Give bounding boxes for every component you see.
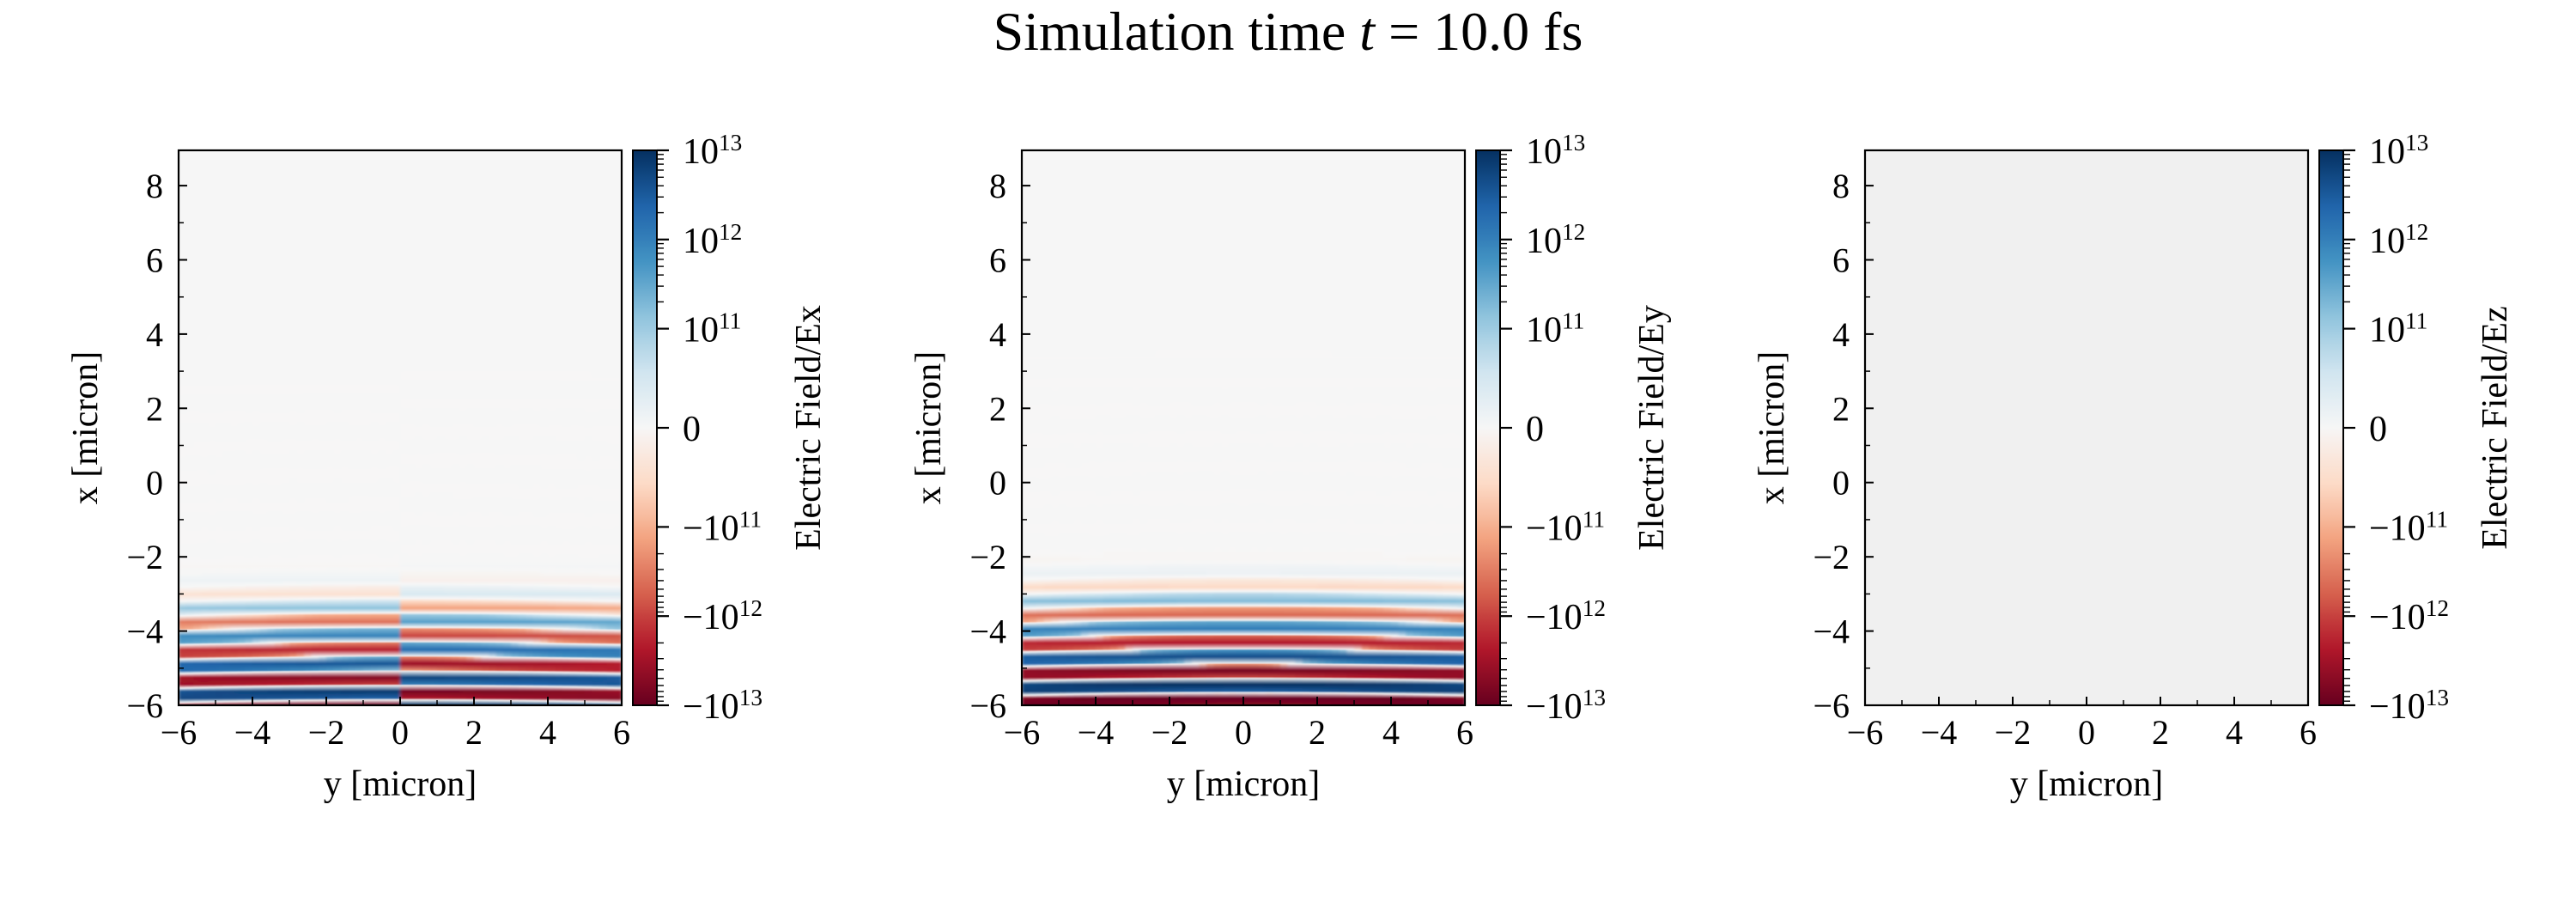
svg-text:−6: −6 [1813,686,1850,725]
svg-text:−2: −2 [1813,538,1850,576]
svg-text:2: 2 [1832,389,1850,428]
svg-text:0: 0 [989,464,1006,503]
svg-text:−2: −2 [1995,713,2032,752]
svg-text:−1013: −1013 [1526,685,1606,727]
svg-text:Electric Field/Ex: Electric Field/Ex [789,305,829,551]
svg-text:x [micron]: x [micron] [1753,351,1792,504]
svg-text:0: 0 [146,464,163,503]
svg-text:1011: 1011 [1526,308,1584,350]
svg-text:0: 0 [2078,713,2095,752]
svg-text:y [micron]: y [micron] [1167,765,1320,804]
svg-text:−1012: −1012 [683,595,762,637]
svg-text:0: 0 [1526,410,1544,449]
svg-text:1013: 1013 [683,130,742,172]
svg-text:2: 2 [146,389,163,428]
svg-text:−1013: −1013 [2369,685,2449,727]
svg-text:2: 2 [1309,713,1326,752]
svg-text:−2: −2 [1151,713,1188,752]
svg-text:−4: −4 [234,713,271,752]
svg-text:−1011: −1011 [2369,506,2448,548]
svg-text:0: 0 [1235,713,1252,752]
svg-text:2: 2 [465,713,483,752]
svg-text:8: 8 [146,167,163,205]
svg-text:6: 6 [146,241,163,280]
svg-text:−6: −6 [161,713,197,752]
svg-text:−4: −4 [1078,713,1115,752]
svg-text:y [micron]: y [micron] [324,765,477,804]
svg-text:−2: −2 [308,713,345,752]
svg-text:1011: 1011 [2369,308,2427,350]
svg-text:1012: 1012 [1526,219,1585,261]
svg-text:x [micron]: x [micron] [66,351,106,504]
svg-text:0: 0 [1832,464,1850,503]
svg-text:−1012: −1012 [2369,595,2449,637]
svg-text:−6: −6 [969,686,1006,725]
svg-text:−1011: −1011 [683,506,762,548]
svg-text:−4: −4 [1921,713,1958,752]
svg-text:−6: −6 [1847,713,1884,752]
svg-text:4: 4 [2226,713,2243,752]
svg-text:2: 2 [989,389,1006,428]
svg-text:−1012: −1012 [1526,595,1606,637]
svg-text:y [micron]: y [micron] [2010,765,2163,804]
svg-text:1013: 1013 [2369,130,2428,172]
svg-text:4: 4 [989,315,1006,354]
svg-text:−4: −4 [126,613,163,651]
svg-text:−6: −6 [1004,713,1041,752]
svg-text:6: 6 [1456,713,1473,752]
svg-text:6: 6 [613,713,630,752]
svg-text:8: 8 [1832,167,1850,205]
svg-text:1011: 1011 [683,308,741,350]
svg-text:−4: −4 [969,613,1006,651]
svg-text:8: 8 [989,167,1006,205]
svg-text:−1011: −1011 [1526,506,1605,548]
svg-text:x [micron]: x [micron] [909,351,949,504]
svg-text:−1013: −1013 [683,685,762,727]
svg-text:4: 4 [539,713,556,752]
svg-text:0: 0 [392,713,409,752]
svg-text:1012: 1012 [2369,219,2428,261]
svg-text:4: 4 [1382,713,1400,752]
svg-text:1012: 1012 [683,219,742,261]
svg-text:Electric Field/Ey: Electric Field/Ey [1632,305,1672,551]
svg-text:4: 4 [146,315,163,354]
svg-text:0: 0 [2369,410,2387,449]
svg-text:4: 4 [1832,315,1850,354]
svg-text:6: 6 [1832,241,1850,280]
svg-text:6: 6 [2300,713,2317,752]
svg-text:−2: −2 [126,538,163,576]
svg-text:2: 2 [2152,713,2169,752]
svg-text:Electric Field/Ez: Electric Field/Ez [2476,306,2515,549]
svg-text:0: 0 [683,410,701,449]
svg-text:−4: −4 [1813,613,1850,651]
svg-text:1013: 1013 [1526,130,1585,172]
svg-text:−6: −6 [126,686,163,725]
svg-text:−2: −2 [969,538,1006,576]
svg-text:6: 6 [989,241,1006,280]
svg-text:Simulation time t = 10.0 fs: Simulation time t = 10.0 fs [993,1,1583,62]
